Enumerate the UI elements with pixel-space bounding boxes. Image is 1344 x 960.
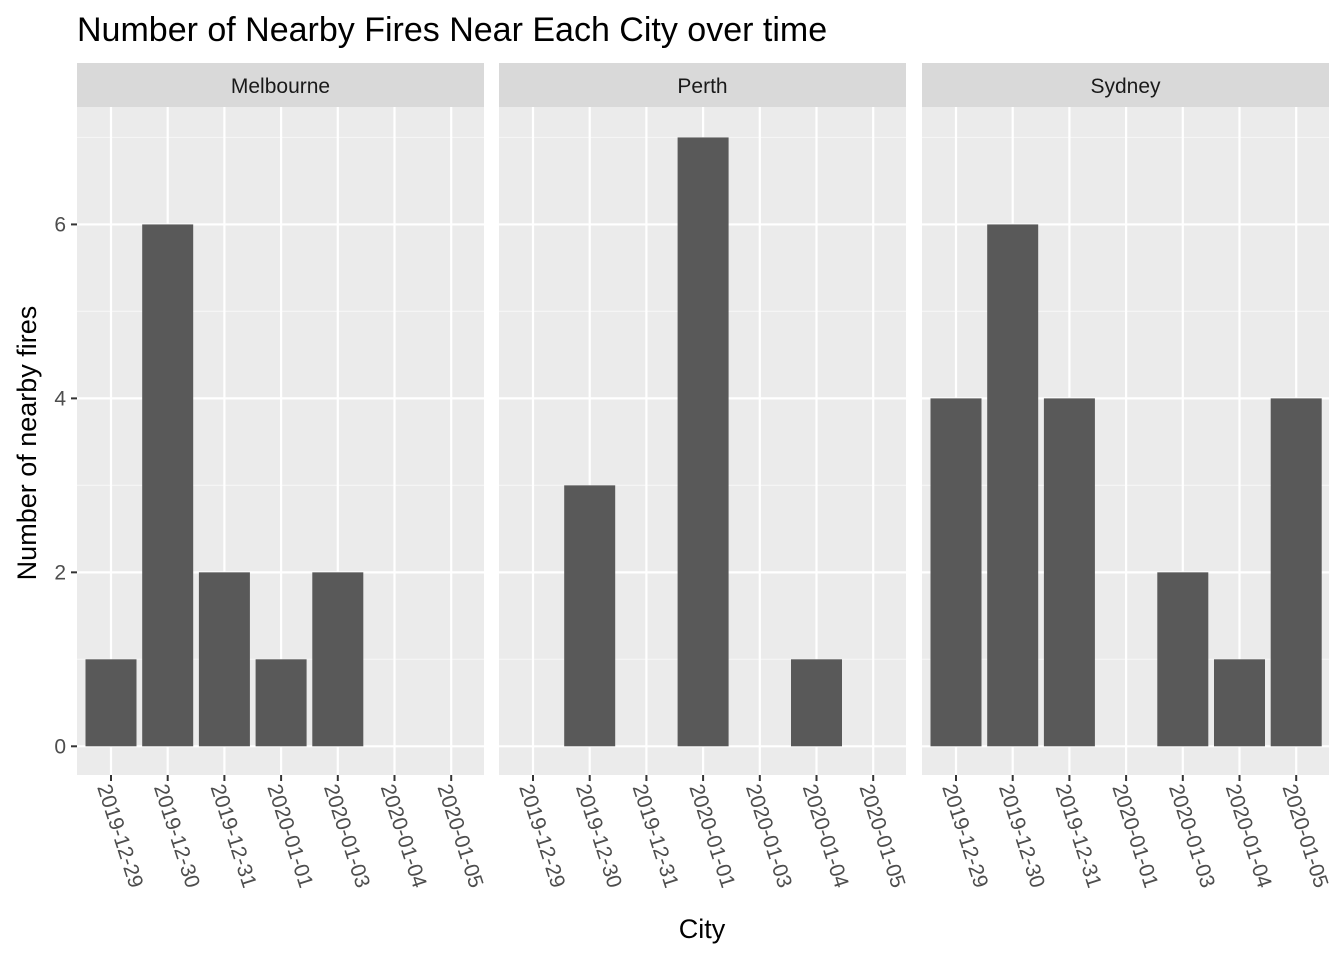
bar-sydney-2020-01-03	[1157, 572, 1209, 747]
bar-sydney-2019-12-31	[1043, 398, 1095, 747]
bar-melbourne-2020-01-01	[255, 659, 307, 747]
bar-sydney-2019-12-29	[930, 398, 982, 747]
x-tick-label: 2019-12-31	[206, 781, 261, 890]
x-tick-label: 2020-01-01	[684, 781, 739, 890]
x-tick-label: 2020-01-01	[1107, 781, 1162, 890]
y-axis-title: Number of nearby fires	[12, 306, 42, 581]
y-tick-label: 2	[54, 561, 66, 584]
x-tick-label: 2020-01-04	[798, 781, 853, 891]
x-tick-label: 2020-01-03	[319, 781, 374, 890]
bar-melbourne-2019-12-30	[142, 224, 194, 747]
x-tick-label: 2019-12-30	[149, 781, 204, 890]
x-tick-label: 2019-12-29	[937, 781, 992, 890]
x-tick-label: 2019-12-30	[994, 781, 1049, 890]
bar-perth-2019-12-30	[564, 485, 616, 747]
x-tick-label: 2019-12-31	[1051, 781, 1106, 890]
bar-melbourne-2019-12-29	[85, 659, 137, 747]
y-tick-label: 4	[54, 387, 66, 410]
x-tick-label: 2020-01-03	[741, 781, 796, 890]
x-tick-label: 2019-12-31	[628, 781, 683, 890]
y-axis: 0 2 4 6	[54, 213, 77, 758]
x-tick-label: 2020-01-05	[1277, 781, 1332, 890]
bar-sydney-2020-01-04	[1214, 659, 1265, 747]
chart-title: Number of Nearby Fires Near Each City ov…	[77, 11, 827, 49]
x-tick-label: 2020-01-04	[1221, 781, 1276, 891]
x-tick-label: 2020-01-05	[432, 781, 487, 890]
x-tick-label: 2020-01-03	[1164, 781, 1219, 890]
bar-sydney-2020-01-05	[1270, 398, 1322, 747]
facet-strip-label: Perth	[677, 75, 727, 98]
bar-perth-2020-01-01	[677, 137, 729, 747]
x-tick-label: 2020-01-05	[854, 781, 909, 890]
bar-sydney-2019-12-30	[987, 224, 1039, 747]
x-tick-label: 2019-12-29	[92, 781, 147, 890]
facet-strip	[499, 63, 906, 107]
y-tick-label: 6	[54, 213, 66, 236]
facet-strip-label: Sydney	[1090, 75, 1161, 98]
x-tick-label: 2020-01-04	[376, 781, 431, 891]
x-axis-title: City	[679, 914, 726, 944]
x-tick-label: 2019-12-30	[571, 781, 626, 890]
bar-melbourne-2020-01-03	[312, 572, 364, 747]
facet-strip-label: Melbourne	[231, 75, 330, 98]
facet-strip	[922, 63, 1329, 107]
bar-melbourne-2019-12-31	[198, 572, 250, 747]
y-tick-label: 0	[54, 735, 66, 758]
x-tick-label: 2020-01-01	[262, 781, 317, 890]
x-tick-label: 2019-12-29	[514, 781, 569, 890]
facet-strip	[77, 63, 484, 107]
bar-perth-2020-01-04	[791, 659, 842, 747]
